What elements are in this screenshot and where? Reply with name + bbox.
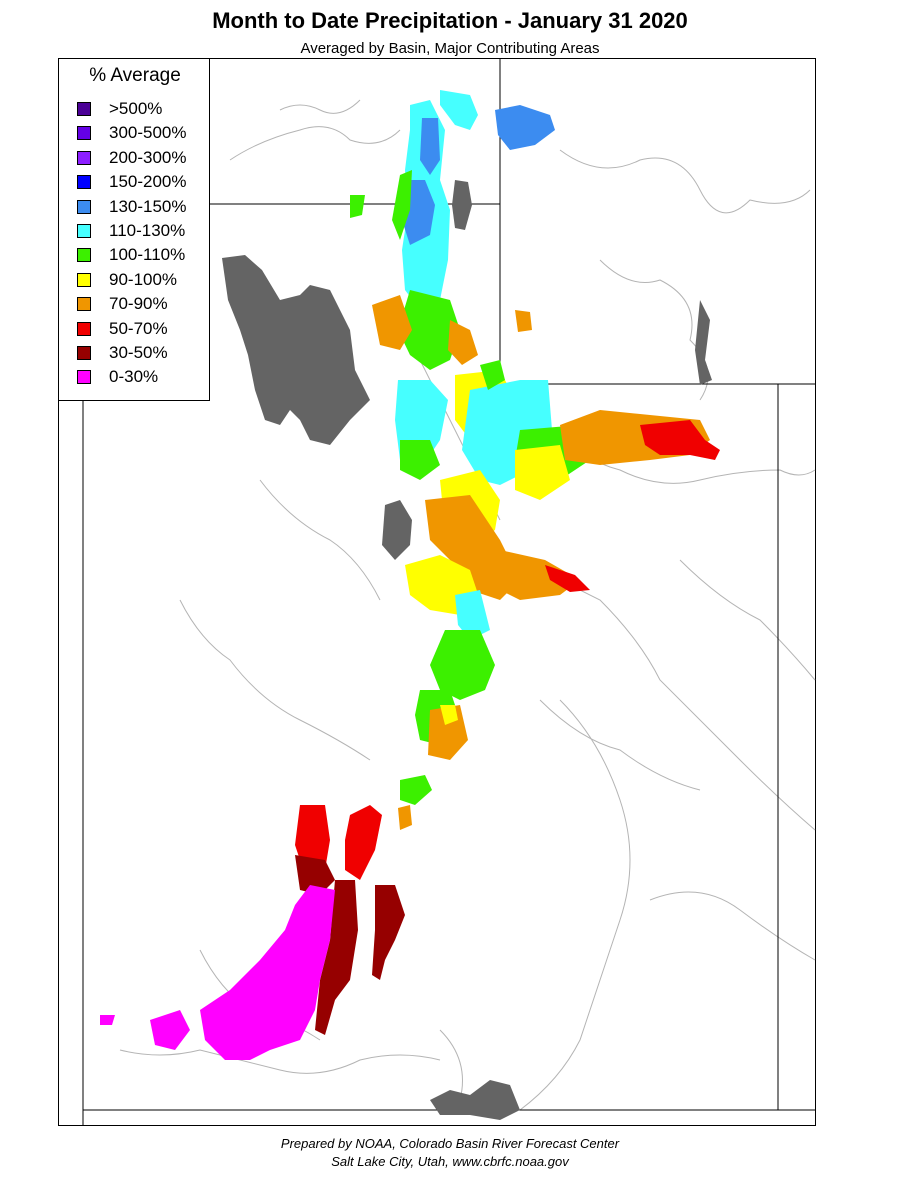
legend-item: 110-130% bbox=[77, 221, 185, 241]
basin-sw-darkred-3 bbox=[372, 885, 405, 980]
basin-uinta-red bbox=[640, 420, 720, 460]
legend-swatch bbox=[77, 297, 91, 312]
legend-label: 30-50% bbox=[109, 343, 168, 362]
page-subtitle: Averaged by Basin, Major Contributing Ar… bbox=[300, 40, 600, 57]
basin-sw-magenta-small bbox=[100, 1015, 115, 1025]
legend-item: >500% bbox=[77, 99, 162, 119]
legend-label: >500% bbox=[109, 99, 163, 118]
legend-swatch bbox=[77, 346, 91, 360]
legend-label: 70-90% bbox=[109, 294, 168, 314]
legend-label: 130-150% bbox=[109, 196, 187, 216]
legend-label: 0-30% bbox=[109, 367, 159, 387]
legend-swatch bbox=[77, 126, 91, 141]
legend-item: 90-100% bbox=[77, 270, 177, 290]
legend-label: 100-110% bbox=[109, 245, 186, 265]
great-salt-lake bbox=[222, 255, 370, 445]
basin-sevier-cyan bbox=[455, 590, 490, 640]
basin-west-green-mid bbox=[400, 440, 440, 480]
basin-sw-red-2 bbox=[345, 805, 382, 880]
basin-sevier-yellow-south bbox=[440, 705, 458, 725]
legend-swatch bbox=[77, 272, 91, 287]
legend: % Average >500% 300-500% 200-300% 150-200% 1… bbox=[58, 58, 210, 401]
legend-label: 150-200% bbox=[109, 172, 187, 192]
legend-swatch bbox=[77, 150, 91, 165]
basin-central-red-east bbox=[545, 565, 590, 592]
legend-item: 150-200% bbox=[77, 172, 187, 192]
legend-swatch bbox=[77, 175, 91, 190]
basin-sevier-orange bbox=[428, 705, 468, 760]
legend-label: 110-130% bbox=[109, 221, 186, 240]
basin-orange-south bbox=[398, 805, 412, 830]
legend-title: % Average bbox=[89, 65, 181, 86]
legend-swatch bbox=[77, 224, 91, 238]
legend-item: 30-50% bbox=[77, 343, 168, 363]
basin-idaho-blue bbox=[495, 105, 555, 150]
colorado-river-water bbox=[430, 1080, 520, 1120]
basin-weber-green bbox=[398, 290, 460, 370]
basin-upper-bear-blue bbox=[420, 118, 440, 175]
basin-sw-magenta bbox=[200, 885, 335, 1060]
legend-swatch bbox=[77, 248, 91, 263]
legend-item: 130-150% bbox=[77, 197, 187, 217]
basin-green-mid bbox=[480, 360, 505, 390]
legend-item: 300-500% bbox=[77, 123, 187, 143]
legend-item: 50-70% bbox=[77, 319, 168, 339]
basin-ogden-orange bbox=[448, 320, 478, 365]
basin-idaho-cyan bbox=[440, 90, 478, 130]
legend-swatch bbox=[77, 370, 91, 385]
basin-sw-magenta-west bbox=[150, 1010, 190, 1050]
green-river-water bbox=[695, 300, 712, 385]
footer-credit: Prepared by NOAA, Colorado Basin River F… bbox=[280, 1136, 620, 1151]
legend-item: 200-300% bbox=[77, 148, 187, 168]
legend-item: 100-110% bbox=[77, 245, 185, 265]
basin-green-south bbox=[400, 775, 432, 805]
water-bodies bbox=[222, 180, 712, 1120]
page-title: Month to Date Precipitation - January 31… bbox=[212, 8, 688, 33]
basin-sw-darkred-1 bbox=[295, 855, 335, 895]
footer-location: Salt Lake City, Utah, www.cbrfc.noaa.gov bbox=[331, 1154, 569, 1169]
basin-central-orange-east bbox=[500, 550, 580, 600]
basin-west-green bbox=[350, 195, 365, 218]
basin-weber-orange bbox=[372, 295, 412, 350]
legend-label: 300-500% bbox=[109, 123, 187, 143]
bear-lake bbox=[452, 180, 472, 230]
legend-label: 90-100% bbox=[109, 269, 178, 289]
legend-label: 200-300% bbox=[109, 147, 187, 167]
legend-item: 0-30% bbox=[77, 367, 158, 387]
basin-sw-darkred-2 bbox=[315, 880, 358, 1035]
basin-polygons bbox=[100, 90, 720, 1060]
legend-swatch bbox=[77, 321, 91, 336]
map-frame bbox=[58, 58, 816, 1126]
legend-swatch bbox=[77, 102, 91, 116]
basin-small-orange-north bbox=[515, 310, 532, 332]
utah-lake bbox=[382, 500, 412, 560]
basin-sevier-green bbox=[430, 630, 495, 700]
basin-central-orange bbox=[425, 495, 520, 600]
basin-north-green bbox=[392, 170, 412, 240]
basin-uinta-yellow bbox=[515, 445, 570, 500]
legend-swatch bbox=[77, 199, 91, 214]
legend-item: 70-90% bbox=[77, 294, 168, 314]
legend-label: 50-70% bbox=[109, 318, 168, 338]
